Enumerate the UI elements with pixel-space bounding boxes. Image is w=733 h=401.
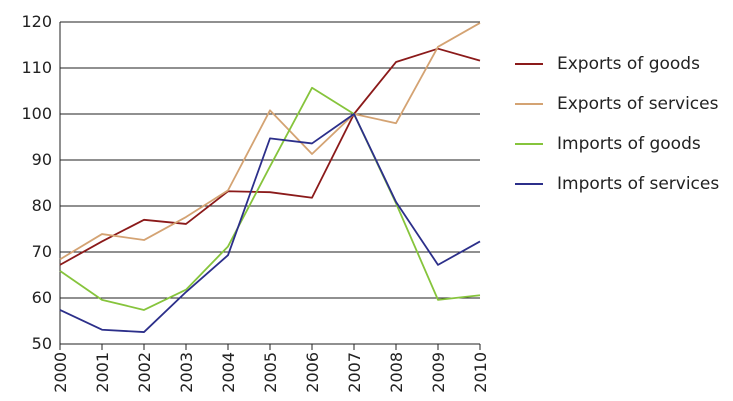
legend-item: Exports of services — [515, 84, 719, 124]
y-tick-label: 80 — [32, 196, 52, 215]
line-chart: 50 60 70 80 90 100 110 120 2000 2001 2002 2003 2004… — [21, 12, 490, 393]
legend-item: Exports of goods — [515, 44, 719, 84]
series-line — [59, 22, 481, 261]
legend-swatch — [515, 183, 543, 185]
y-tick-label: 70 — [32, 242, 52, 261]
series-line — [59, 113, 481, 333]
legend-swatch — [515, 103, 543, 105]
legend-label: Imports of goods — [557, 134, 701, 154]
y-tick-label: 110 — [21, 58, 52, 77]
legend-swatch — [515, 63, 543, 65]
y-tick-label: 100 — [21, 104, 52, 123]
y-tick-labels: 50 60 70 80 90 100 110 120 — [21, 12, 52, 353]
x-tick-label: 2000 — [51, 352, 70, 393]
legend-label: Imports of services — [557, 174, 720, 194]
series-line — [59, 47, 481, 266]
legend-label: Exports of goods — [557, 54, 700, 74]
legend-swatch — [515, 143, 543, 145]
y-tick-label: 50 — [32, 334, 52, 353]
x-tick-label: 2006 — [303, 352, 322, 393]
x-tick-label: 2002 — [135, 352, 154, 393]
legend-item: Imports of goods — [515, 124, 719, 164]
y-tick-label: 120 — [21, 12, 52, 31]
legend-item: Imports of services — [515, 164, 719, 204]
x-tick-label: 2009 — [429, 352, 448, 393]
x-tick-labels: 2000 2001 2002 2003 2004 2005 2006 2007 2008 2009… — [51, 352, 490, 393]
x-tick-label: 2010 — [471, 352, 490, 393]
legend: Exports of goods Exports of services Imp… — [515, 44, 719, 204]
x-tick-label: 2003 — [177, 352, 196, 393]
x-tick-label: 2008 — [387, 352, 406, 393]
series-lines — [59, 22, 481, 333]
gridlines — [59, 21, 481, 350]
legend-label: Exports of services — [557, 94, 719, 114]
y-tick-label: 90 — [32, 150, 52, 169]
series-line — [59, 86, 481, 311]
x-tick-label: 2004 — [219, 352, 238, 393]
y-tick-label: 60 — [32, 288, 52, 307]
x-tick-label: 2005 — [261, 352, 280, 393]
x-tick-label: 2001 — [93, 352, 112, 393]
x-tick-label: 2007 — [345, 352, 364, 393]
